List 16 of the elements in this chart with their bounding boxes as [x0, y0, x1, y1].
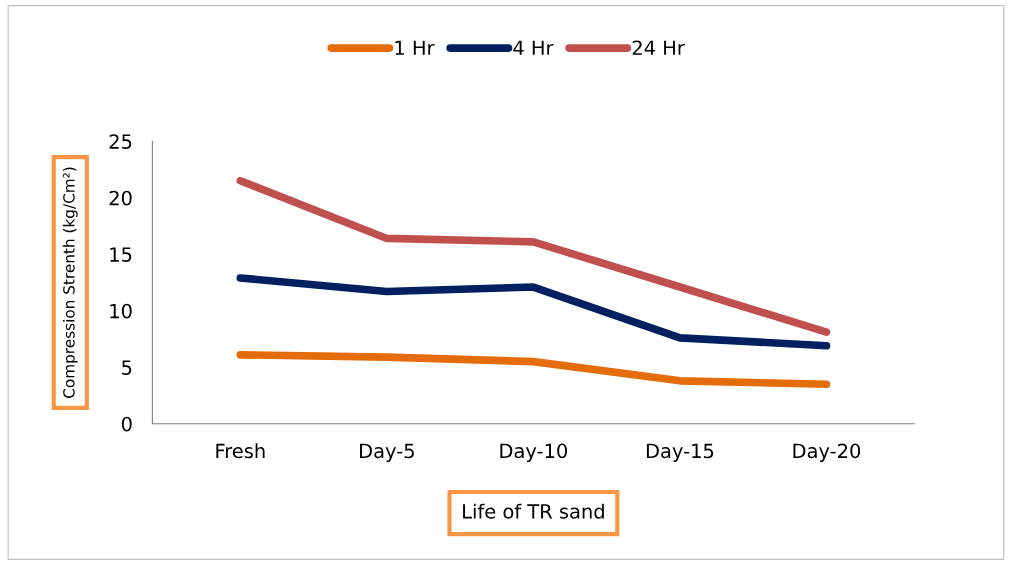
y-tick-label: 15	[110, 247, 132, 262]
x-tick-label: Day-5	[360, 443, 414, 463]
legend-label: 24 Hr	[632, 40, 685, 55]
y-tick-label: 0	[121, 416, 132, 432]
y-tick-label: 5	[122, 360, 132, 375]
legend-label: 4 Hr	[513, 40, 554, 55]
y-tick-label: 20	[109, 190, 132, 206]
legend-label: 1 Hr	[395, 40, 435, 55]
y-tick-label: 25	[109, 134, 132, 149]
x-tick-label: Fresh	[216, 443, 265, 459]
y-tick-label: 10	[110, 303, 132, 319]
y-axis-title: Compression Strenth (kg/Cm²)	[62, 167, 78, 398]
x-tick-label: Day-10	[500, 443, 568, 463]
x-axis-title: Life of TR sand	[463, 503, 604, 519]
x-tick-label: Day-20	[793, 443, 861, 463]
x-tick-label: Day-15	[646, 443, 714, 463]
